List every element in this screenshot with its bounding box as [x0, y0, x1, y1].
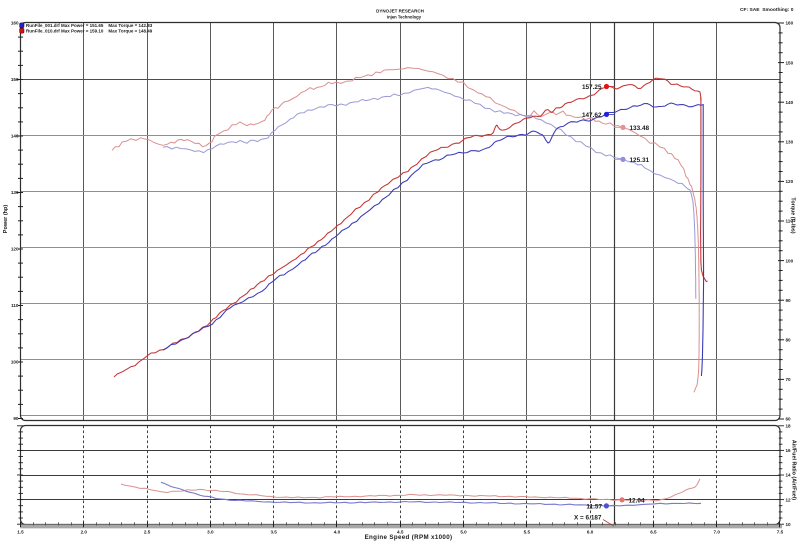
svg-text:125.31: 125.31 — [630, 157, 650, 164]
svg-text:12: 12 — [786, 497, 792, 502]
svg-text:120: 120 — [786, 179, 794, 184]
svg-text:14: 14 — [786, 473, 792, 478]
svg-text:70: 70 — [786, 377, 792, 382]
svg-text:147.62: 147.62 — [582, 112, 602, 119]
svg-text:4.5: 4.5 — [397, 530, 404, 535]
svg-text:3.0: 3.0 — [207, 530, 214, 535]
svg-text:90: 90 — [13, 416, 19, 421]
svg-text:60: 60 — [786, 417, 792, 422]
svg-text:X = 6.187: X = 6.187 — [574, 514, 602, 521]
svg-text:2.5: 2.5 — [144, 530, 151, 535]
svg-text:Power (hp): Power (hp) — [3, 205, 9, 234]
svg-text:130: 130 — [11, 190, 19, 195]
svg-text:133.48: 133.48 — [630, 125, 650, 132]
svg-text:130: 130 — [786, 140, 794, 145]
svg-text:Injen Technology: Injen Technology — [387, 15, 422, 20]
svg-text:Torque (ft-lbs): Torque (ft-lbs) — [790, 197, 796, 233]
svg-text:160: 160 — [11, 21, 19, 26]
svg-text:7.5: 7.5 — [777, 530, 784, 535]
svg-text:100: 100 — [11, 360, 19, 365]
svg-text:RunFile_010.drf Max Power = 15: RunFile_010.drf Max Power = 159.10 Max T… — [26, 28, 153, 33]
svg-text:3.5: 3.5 — [270, 530, 277, 535]
svg-text:110: 110 — [786, 219, 794, 224]
svg-text:6.5: 6.5 — [650, 530, 657, 535]
svg-text:10: 10 — [786, 522, 792, 527]
svg-text:140: 140 — [786, 100, 794, 105]
svg-text:18: 18 — [786, 424, 792, 429]
svg-text:Air/Fuel Ratio (Air/Fuel): Air/Fuel Ratio (Air/Fuel) — [791, 440, 797, 500]
svg-text:RunFile_001.drf Max Power = 15: RunFile_001.drf Max Power = 151.65 Max T… — [26, 23, 153, 28]
svg-text:7.0: 7.0 — [714, 530, 721, 535]
svg-text:16: 16 — [786, 448, 792, 453]
svg-text:80: 80 — [786, 338, 792, 343]
svg-text:Engine Speed (RPM x1000): Engine Speed (RPM x1000) — [365, 534, 453, 541]
svg-text:140: 140 — [11, 134, 19, 139]
svg-text:4.0: 4.0 — [334, 530, 341, 535]
svg-text:11.57: 11.57 — [586, 503, 602, 510]
svg-text:150: 150 — [786, 60, 794, 65]
svg-text:5.0: 5.0 — [460, 530, 467, 535]
svg-text:6.0: 6.0 — [587, 530, 594, 535]
svg-text:150: 150 — [11, 77, 19, 82]
svg-text:120: 120 — [11, 247, 19, 252]
svg-text:1.5: 1.5 — [17, 530, 24, 535]
svg-text:2.0: 2.0 — [81, 530, 88, 535]
svg-text:100: 100 — [786, 258, 794, 263]
svg-text:DYNOJET RESEARCH: DYNOJET RESEARCH — [376, 8, 424, 13]
svg-text:110: 110 — [11, 303, 19, 308]
svg-text:12.04: 12.04 — [629, 497, 645, 504]
svg-text:5.5: 5.5 — [524, 530, 531, 535]
svg-text:160: 160 — [786, 21, 794, 26]
svg-text:CF: SAE Smoothing: 0: CF: SAE Smoothing: 0 — [740, 7, 794, 13]
svg-text:90: 90 — [786, 298, 792, 303]
svg-text:157.25: 157.25 — [582, 84, 602, 91]
